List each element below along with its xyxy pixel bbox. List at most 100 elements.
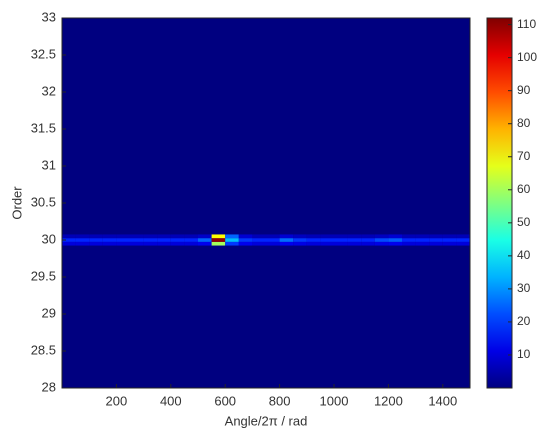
heatmap-cell: [198, 238, 212, 242]
heatmap-cell: [157, 241, 171, 246]
colorbar-tick-label: 110: [517, 17, 536, 31]
heatmap-cell: [306, 234, 321, 239]
heatmap-cell: [62, 234, 76, 239]
colorbar-tick-label: 20: [517, 314, 531, 328]
heatmap-cell: [143, 238, 158, 242]
heatmap-cell: [456, 238, 470, 242]
y-tick-label: 29.5: [31, 268, 56, 283]
colorbar-tick-label: 30: [517, 281, 531, 295]
heatmap-cell: [211, 241, 226, 246]
heatmap-cell: [429, 234, 443, 239]
heatmap-cell: [75, 234, 90, 239]
y-tick-label: 30: [42, 231, 56, 246]
heatmap-cell: [116, 241, 130, 246]
heatmap-cell: [415, 234, 430, 239]
heatmap-cell: [279, 238, 294, 242]
heatmap-cell: [116, 234, 130, 239]
x-tick-label: 800: [269, 393, 291, 408]
heatmap-cell: [429, 241, 443, 246]
heatmap-cell: [347, 234, 362, 239]
x-tick-label: 1200: [374, 393, 403, 408]
heatmap-cell: [388, 238, 402, 242]
heatmap-cell: [62, 238, 76, 242]
y-axis-label: Order: [9, 186, 24, 220]
heatmap-cell: [252, 234, 266, 239]
heatmap-cell: [388, 241, 402, 246]
colorbar-tick-label: 70: [517, 149, 531, 163]
heatmap-cell: [266, 234, 280, 239]
heatmap-cell: [442, 238, 457, 242]
heatmap-cell: [266, 238, 280, 242]
heatmap-cell: [320, 238, 334, 242]
x-tick-label: 1400: [428, 393, 457, 408]
heatmap-cell: [374, 234, 389, 239]
heatmap-cell: [157, 234, 171, 239]
heatmap-cell: [184, 241, 198, 246]
heatmap-cell: [361, 234, 375, 239]
heatmap-cell: [198, 234, 212, 239]
heatmap-cell: [75, 238, 90, 242]
heatmap-cell: [130, 238, 144, 242]
heatmap-cell: [238, 234, 253, 239]
heatmap-cell: [89, 241, 103, 246]
x-tick-label: 600: [214, 393, 236, 408]
heatmap-cell: [102, 241, 117, 246]
y-tick-label: 31: [42, 157, 56, 172]
heatmap-cell: [402, 238, 416, 242]
heatmap-cell: [62, 241, 76, 246]
heatmap-cell: [266, 241, 280, 246]
plot-area: [62, 18, 470, 388]
heatmap-cell: [456, 241, 470, 246]
heatmap-cell: [252, 238, 266, 242]
heatmap-cell: [293, 238, 307, 242]
heatmap-cell: [102, 234, 117, 239]
heatmap-cell: [184, 234, 198, 239]
heatmap-cell: [293, 241, 307, 246]
heatmap-cell: [143, 241, 158, 246]
heatmap-cell: [211, 238, 226, 242]
heatmap-cell: [89, 234, 103, 239]
heatmap-cell: [157, 238, 171, 242]
colorbar-tick-label: 80: [517, 116, 531, 130]
heatmap-cell: [279, 234, 294, 239]
heatmap-cell: [402, 234, 416, 239]
heatmap-cell: [225, 234, 239, 239]
y-tick-label: 30.5: [31, 194, 56, 209]
heatmap-cell: [402, 241, 416, 246]
heatmap-cell: [211, 234, 226, 239]
heatmap-cell: [252, 241, 266, 246]
y-tick-label: 28: [42, 379, 56, 394]
y-tick-label: 29: [42, 305, 56, 320]
heatmap-cell: [442, 234, 457, 239]
heatmap-cell: [75, 241, 90, 246]
heatmap-cell: [130, 234, 144, 239]
y-tick-label: 32: [42, 83, 56, 98]
heatmap-cell: [306, 241, 321, 246]
heatmap-cell: [225, 238, 239, 242]
heatmap-cell: [170, 238, 185, 242]
heatmap-cell: [306, 238, 321, 242]
y-tick-label: 28.5: [31, 342, 56, 357]
heatmap-cell: [170, 234, 185, 239]
heatmap-cell: [361, 238, 375, 242]
colorbar-tick-label: 50: [517, 215, 531, 229]
heatmap-cell: [293, 234, 307, 239]
y-tick-label: 33: [42, 9, 56, 24]
x-axis-label: Angle/2π / rad: [225, 413, 308, 428]
heatmap-cell: [334, 241, 348, 246]
heatmap-cell: [143, 234, 158, 239]
heatmap-cell: [374, 238, 389, 242]
plot-background: [62, 18, 470, 388]
heatmap-cell: [116, 238, 130, 242]
heatmap-cell: [361, 241, 375, 246]
heatmap-cell: [415, 241, 430, 246]
colorbar-tick-label: 90: [517, 83, 531, 97]
heatmap-cell: [442, 241, 457, 246]
colorbar-tick-label: 40: [517, 248, 531, 262]
heatmap-cell: [374, 241, 389, 246]
heatmap-cell: [238, 238, 253, 242]
x-tick-label: 200: [106, 393, 128, 408]
heatmap-cell: [347, 241, 362, 246]
heatmap-cell: [429, 238, 443, 242]
